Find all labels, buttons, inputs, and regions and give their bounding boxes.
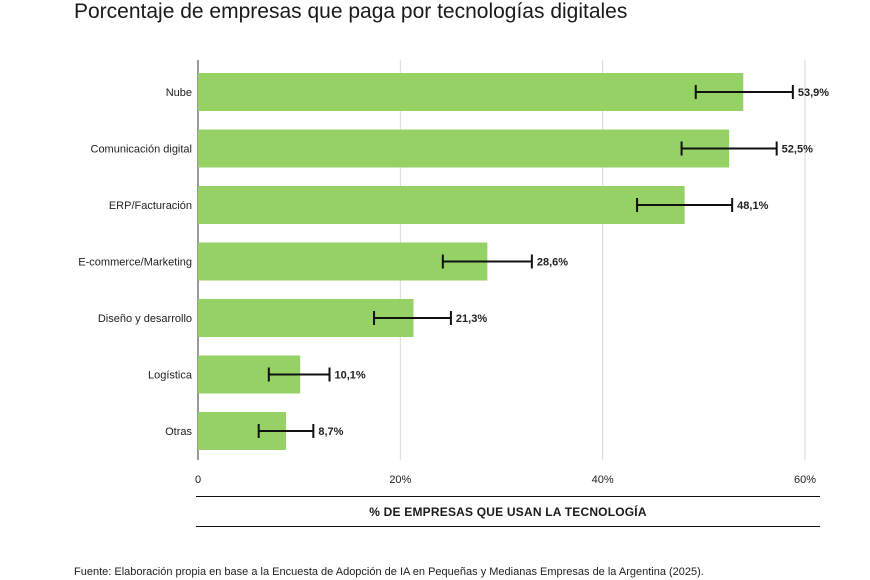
bar xyxy=(198,129,730,168)
chart-title: Porcentaje de empresas que paga por tecn… xyxy=(74,0,628,23)
x-tick-label: 40% xyxy=(592,474,614,486)
category-label: Comunicación digital xyxy=(91,144,193,156)
data-label: 10,1% xyxy=(335,370,366,382)
data-label: 28,6% xyxy=(537,257,568,269)
xlabel-bottom-rule xyxy=(196,526,820,527)
data-label: 53,9% xyxy=(798,87,829,99)
data-label: 52,5% xyxy=(782,144,813,156)
x-tick-label: 0 xyxy=(195,474,201,486)
category-label: Nube xyxy=(166,87,192,99)
category-label: E-commerce/Marketing xyxy=(78,257,192,269)
x-tick-label: 60% xyxy=(794,474,816,486)
x-tick-label: 20% xyxy=(389,474,411,486)
data-label: 8,7% xyxy=(318,426,343,438)
category-label: ERP/Facturación xyxy=(109,200,192,212)
category-label: Logística xyxy=(148,370,193,382)
bar xyxy=(198,242,488,281)
data-label: 48,1% xyxy=(737,200,768,212)
category-label: Otras xyxy=(165,426,192,438)
source-note: Fuente: Elaboración propia en base a la … xyxy=(74,566,704,578)
category-label: Diseño y desarrollo xyxy=(98,313,192,325)
xlabel-top-rule xyxy=(196,496,820,497)
bar xyxy=(198,73,744,111)
bar xyxy=(198,186,685,224)
x-axis-label: % DE EMPRESAS QUE USAN LA TECNOLOGÍA xyxy=(369,505,647,519)
data-label: 21,3% xyxy=(456,313,487,325)
